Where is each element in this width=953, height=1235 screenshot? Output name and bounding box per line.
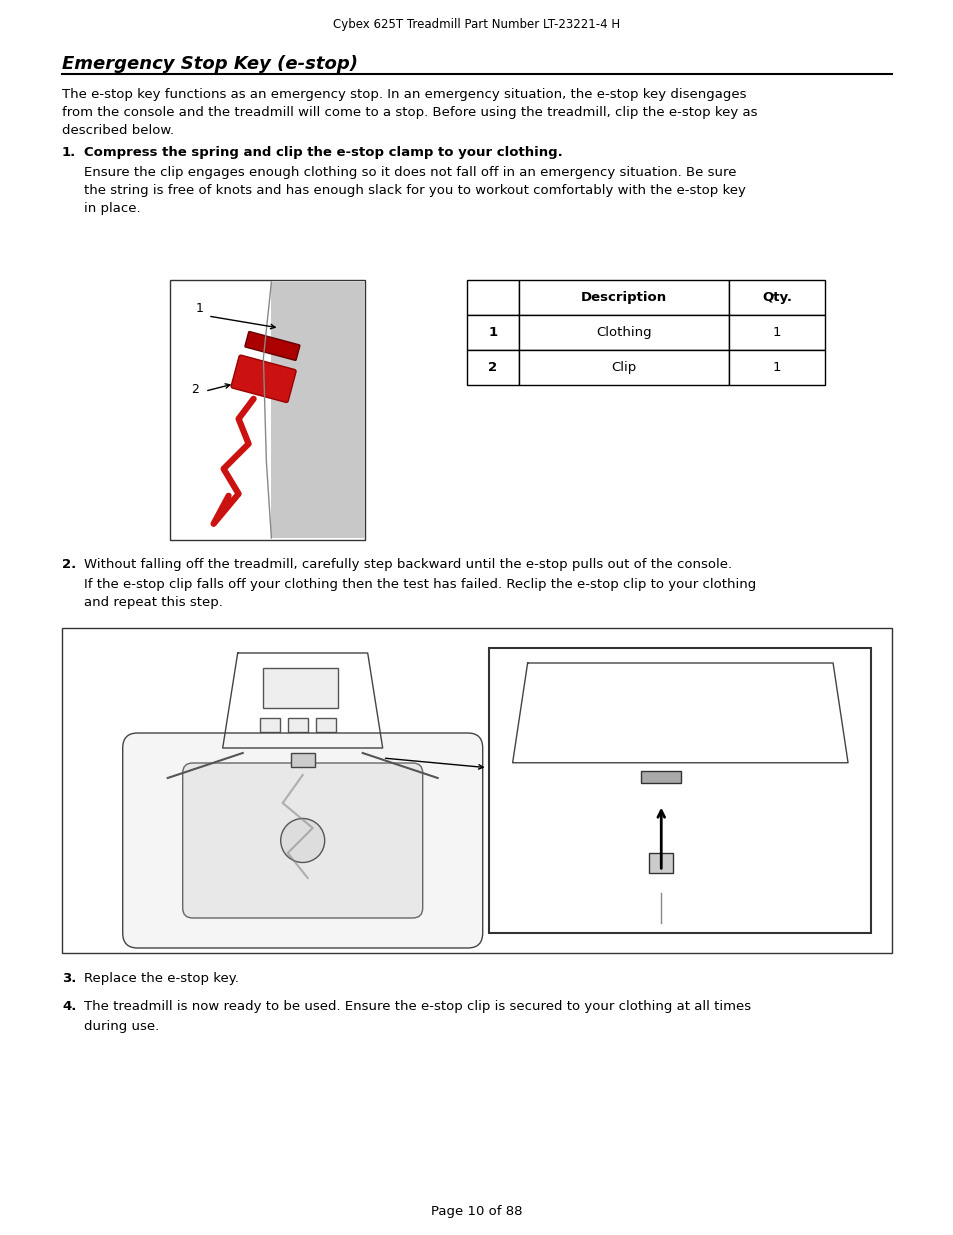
Text: Description: Description [580,291,666,304]
Text: 2: 2 [488,361,497,374]
FancyBboxPatch shape [245,331,299,361]
Bar [62,629,891,953]
Bar [262,668,337,708]
Bar [467,315,518,350]
Text: from the console and the treadmill will come to a stop. Before using the treadmi: from the console and the treadmill will … [62,106,757,119]
Text: Ensure the clip engages enough clothing so it does not fall off in an emergency : Ensure the clip engages enough clothing … [84,165,736,179]
Text: Qty.: Qty. [761,291,791,304]
Bar [728,280,824,315]
Bar [467,280,518,315]
FancyBboxPatch shape [183,763,422,918]
Bar [728,315,824,350]
Bar [518,315,728,350]
Bar [271,282,365,538]
Text: The e-stop key functions as an emergency stop. In an emergency situation, the e-: The e-stop key functions as an emergency… [62,88,745,101]
Circle shape [280,819,324,862]
Text: and repeat this step.: and repeat this step. [84,597,223,609]
Text: 3.: 3. [62,972,76,986]
Bar [518,280,728,315]
Text: in place.: in place. [84,203,140,215]
Bar [518,350,728,385]
Text: Clothing: Clothing [596,326,651,338]
Text: 1: 1 [772,326,781,338]
Bar [489,648,870,932]
Bar [315,718,335,732]
Text: The treadmill is now ready to be used. Ensure the e-stop clip is secured to your: The treadmill is now ready to be used. E… [84,1000,750,1013]
Text: 1: 1 [488,326,497,338]
Text: 1.: 1. [62,146,76,159]
Text: Compress the spring and clip the e-stop clamp to your clothing.: Compress the spring and clip the e-stop … [84,146,562,159]
Bar [640,771,680,783]
Bar [467,350,518,385]
Bar [288,718,308,732]
Text: Clip: Clip [611,361,636,374]
Text: 4.: 4. [62,1000,76,1013]
Bar [291,753,314,767]
Text: Emergency Stop Key (e-stop): Emergency Stop Key (e-stop) [62,56,357,73]
Bar [728,350,824,385]
Text: 2.: 2. [62,558,76,571]
Text: 2: 2 [191,383,199,395]
FancyBboxPatch shape [123,734,482,948]
Text: Page 10 of 88: Page 10 of 88 [431,1205,522,1218]
FancyBboxPatch shape [231,356,295,403]
Bar [259,718,279,732]
Text: Cybex 625T Treadmill Part Number LT-23221-4 H: Cybex 625T Treadmill Part Number LT-2322… [334,19,619,31]
Text: the string is free of knots and has enough slack for you to workout comfortably : the string is free of knots and has enou… [84,184,745,198]
Bar [170,280,365,540]
Text: 1: 1 [772,361,781,374]
Text: Without falling off the treadmill, carefully step backward until the e-stop pull: Without falling off the treadmill, caref… [84,558,731,571]
Text: 1: 1 [196,301,204,315]
Bar [649,853,673,873]
Text: If the e-stop clip falls off your clothing then the test has failed. Reclip the : If the e-stop clip falls off your clothi… [84,578,756,592]
Text: during use.: during use. [84,1020,159,1032]
Text: Replace the e-stop key.: Replace the e-stop key. [84,972,238,986]
Text: described below.: described below. [62,124,174,137]
